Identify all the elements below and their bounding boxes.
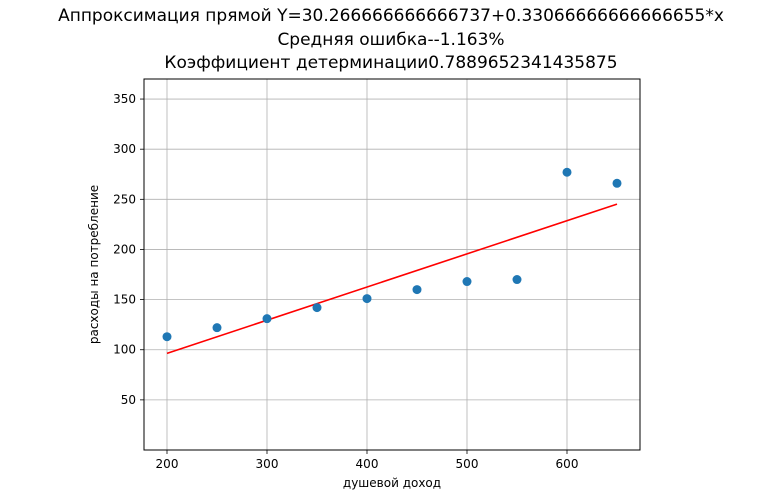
data-point: [512, 275, 522, 285]
x-tick-label: 600: [556, 457, 579, 471]
chart-title-line-1: Аппроксимация прямой Y=30.26666666666673…: [58, 6, 724, 26]
data-point: [462, 277, 472, 287]
data-point: [362, 294, 372, 304]
y-tick-label: 350: [113, 92, 136, 106]
x-axis-label: душевой доход: [343, 476, 441, 490]
x-tick-label: 300: [256, 457, 279, 471]
chart-title-line-2: Средняя ошибка--1.163%: [277, 30, 505, 50]
y-tick-label: 50: [121, 393, 136, 407]
tick-layer: 200 300 400 500 600 50 100 150 200 250 300 350: [113, 92, 578, 471]
data-point: [212, 323, 222, 333]
chart-title-line-3: Коэффициент детерминации0.78896523414358…: [164, 53, 618, 73]
y-tick-label: 300: [113, 142, 136, 156]
y-axis-label: расходы на потребление: [87, 185, 101, 344]
data-point: [612, 178, 622, 188]
data-point: [262, 314, 272, 324]
x-tick-label: 400: [356, 457, 379, 471]
data-point: [412, 285, 422, 295]
y-tick-label: 150: [113, 293, 136, 307]
x-tick-label: 500: [456, 457, 479, 471]
y-tick-label: 100: [113, 343, 136, 357]
data-point: [312, 303, 322, 313]
grid-layer: [144, 79, 640, 450]
x-tick-label: 200: [156, 457, 179, 471]
plot-frame: [143, 78, 641, 451]
data-point: [562, 167, 572, 177]
y-tick-label: 250: [113, 192, 136, 206]
y-tick-label: 200: [113, 242, 136, 256]
regression-line: [166, 203, 618, 355]
series-layer: [162, 167, 622, 355]
data-point: [162, 332, 172, 342]
